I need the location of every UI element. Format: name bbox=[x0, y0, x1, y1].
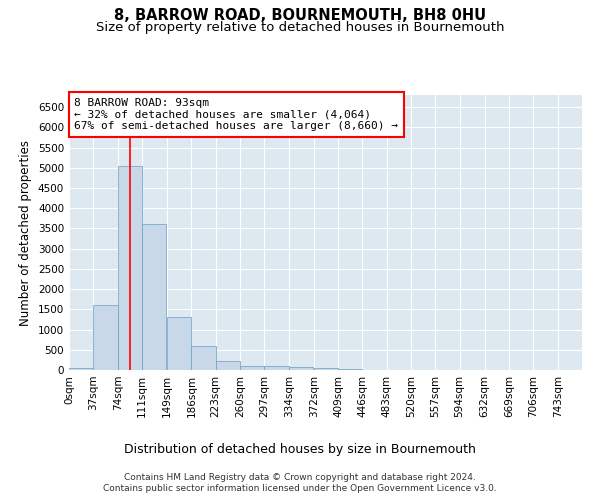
Text: Distribution of detached houses by size in Bournemouth: Distribution of detached houses by size … bbox=[124, 442, 476, 456]
Bar bbox=[314, 368, 338, 370]
Text: Size of property relative to detached houses in Bournemouth: Size of property relative to detached ho… bbox=[96, 21, 504, 34]
Bar bbox=[265, 366, 289, 370]
Text: Contains HM Land Registry data © Crown copyright and database right 2024.: Contains HM Land Registry data © Crown c… bbox=[124, 472, 476, 482]
Bar bbox=[338, 369, 362, 370]
Bar bbox=[69, 368, 93, 370]
Bar bbox=[142, 224, 166, 370]
Bar bbox=[289, 367, 313, 370]
Bar bbox=[118, 166, 142, 370]
Text: 8 BARROW ROAD: 93sqm
← 32% of detached houses are smaller (4,064)
67% of semi-de: 8 BARROW ROAD: 93sqm ← 32% of detached h… bbox=[74, 98, 398, 131]
Text: 8, BARROW ROAD, BOURNEMOUTH, BH8 0HU: 8, BARROW ROAD, BOURNEMOUTH, BH8 0HU bbox=[114, 8, 486, 22]
Text: Contains public sector information licensed under the Open Government Licence v3: Contains public sector information licen… bbox=[103, 484, 497, 493]
Bar bbox=[240, 366, 264, 370]
Bar bbox=[167, 318, 191, 370]
Bar bbox=[94, 306, 118, 370]
Bar bbox=[216, 360, 240, 370]
Bar bbox=[191, 346, 215, 370]
Y-axis label: Number of detached properties: Number of detached properties bbox=[19, 140, 32, 326]
